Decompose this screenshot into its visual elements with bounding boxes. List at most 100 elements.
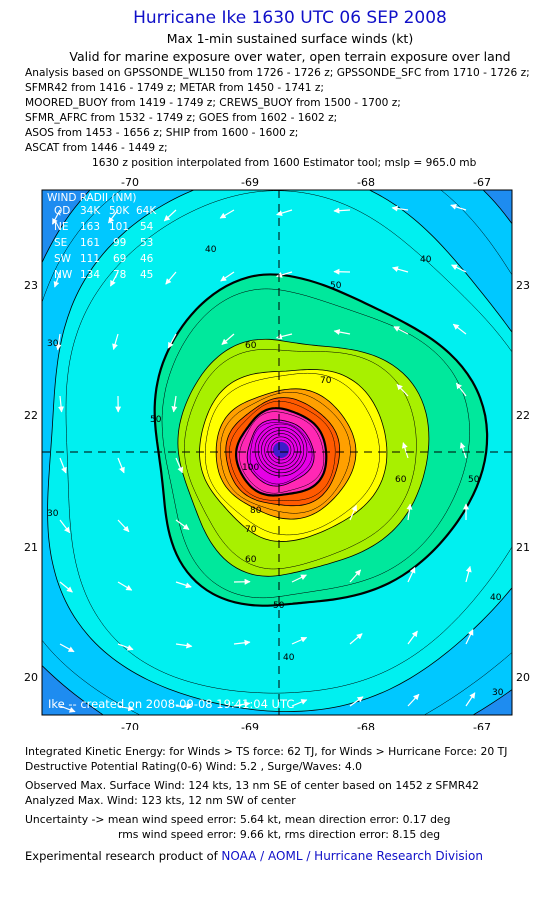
wind-arrow <box>451 264 467 273</box>
wind-arrow <box>175 457 183 474</box>
ike-summary: Integrated Kinetic Energy: for Winds > T… <box>25 745 508 758</box>
contour-label: 30 <box>492 688 504 698</box>
wind-arrow <box>175 581 192 589</box>
wind-arrow <box>175 519 190 530</box>
lat-tick-left: 20 <box>24 671 38 684</box>
radii-value: 163 <box>80 221 100 233</box>
wind-arrow <box>175 703 193 710</box>
wind-arrow <box>291 574 307 583</box>
lat-tick-right: 20 <box>516 671 530 684</box>
aoml-link[interactable]: NOAA / AOML / Hurricane Research Divisio… <box>221 849 483 863</box>
observed-max-wind: Observed Max. Surface Wind: 124 kts, 13 … <box>25 779 479 792</box>
uncertainty-rms: rms wind speed error: 9.66 kt, rms direc… <box>118 828 441 841</box>
lat-tick-right: 21 <box>516 541 530 554</box>
contour-label: 60 <box>395 475 407 485</box>
wind-arrow <box>349 696 364 707</box>
wind-arrow <box>393 326 409 335</box>
wind-arrow <box>220 271 235 282</box>
contour-label: 60 <box>245 555 257 565</box>
lon-tick-bottom: -70 <box>121 721 139 730</box>
eyewall-ring <box>257 426 305 474</box>
contour-label: 50 <box>468 475 480 485</box>
analysis-line: MOORED_BUOY from 1419 - 1749 z; CREWS_BU… <box>25 97 401 109</box>
wind-arrow <box>59 457 67 474</box>
eyewall-ring <box>254 423 308 477</box>
wind-contour-line <box>249 422 313 485</box>
eyewall-ring <box>270 439 292 461</box>
wind-arrow <box>349 633 363 645</box>
wind-contour-line <box>205 372 380 536</box>
wind-arrow <box>117 705 135 712</box>
product-credit: Experimental research product of NOAA / … <box>25 849 483 863</box>
radii-value: 54 <box>140 221 154 233</box>
radii-value: 161 <box>80 237 100 249</box>
wind-arrow <box>221 333 235 345</box>
wind-arrow <box>109 271 119 287</box>
wind-arrow <box>175 642 193 649</box>
wind-arrow <box>276 209 293 216</box>
wind-arrow <box>465 565 472 583</box>
contour-label: 30 <box>47 339 59 349</box>
product-prefix: Experimental research product of <box>25 849 222 863</box>
wind-arrow <box>112 333 119 350</box>
wind-arrow <box>333 329 351 335</box>
contour-label: 60 <box>245 341 257 351</box>
wind-arrow <box>108 209 119 224</box>
contour-label: 30 <box>47 509 59 519</box>
map-subtitle-1: Max 1-min sustained surface winds (kt) <box>166 31 414 46</box>
contour-label: 70 <box>245 525 257 535</box>
lon-tick-top: -67 <box>473 176 491 189</box>
analysis-line: Analysis based on GPSSONDE_WL150 from 17… <box>25 67 530 79</box>
wind-arrow <box>459 442 467 459</box>
wind-arrow <box>59 705 76 713</box>
eyewall-ring <box>267 436 295 464</box>
radii-value: 134 <box>80 269 100 281</box>
eyewall-ring <box>264 433 298 467</box>
lon-tick-bottom: -69 <box>241 721 259 730</box>
wind-arrow <box>291 699 308 707</box>
wind-arrows <box>51 203 476 713</box>
hurricane-eye <box>273 442 289 458</box>
wind-arrow <box>407 693 420 707</box>
wind-arrow <box>58 395 65 413</box>
wind-arrow <box>291 636 308 645</box>
wind-arrow <box>59 519 71 534</box>
wind-arrow <box>117 643 134 651</box>
wind-arrow <box>233 639 251 646</box>
lon-tick-top: -68 <box>357 176 375 189</box>
wind-arrow <box>401 442 409 459</box>
analysis-line: ASOS from 1453 - 1656 z; SHIP from 1600 … <box>25 127 299 139</box>
contour-label: 50 <box>273 601 285 611</box>
wind-contour-line <box>42 190 512 715</box>
wind-radii-table: WIND RADII (NM) QD 34K 50K 64K NE 163 10… <box>47 192 157 281</box>
radii-value: 78 <box>113 269 126 281</box>
radii-quadrant: NW <box>54 269 73 281</box>
radii-value: 101 <box>109 221 129 233</box>
lat-tick-left: 21 <box>24 541 38 554</box>
wind-arrow <box>233 701 251 708</box>
map-subtitle-2: Valid for marine exposure over water, op… <box>69 49 511 64</box>
wind-radii-title: WIND RADII (NM) <box>47 192 137 204</box>
wind-arrow <box>452 323 467 335</box>
radii-value: 69 <box>113 253 126 265</box>
contour-label: 40 <box>420 255 432 265</box>
wind-arrow <box>455 382 467 397</box>
wind-arrow <box>396 383 409 397</box>
contour-labels: 40 40 50 60 70 50 60 50 70 60 50 40 40 30 30 30 100 80 <box>47 245 504 698</box>
uncertainty-mean: Uncertainty -> mean wind speed error: 5.… <box>25 813 451 826</box>
radii-header-50k: 50K <box>109 205 130 217</box>
lon-tick-top: -69 <box>241 176 259 189</box>
wind-arrow <box>55 333 62 351</box>
wind-arrow <box>117 457 125 474</box>
wind-arrow <box>219 209 235 219</box>
wind-arrow <box>117 581 133 591</box>
lon-tick-bottom: -67 <box>473 721 491 730</box>
destructive-rating: Destructive Potential Rating(0-6) Wind: … <box>25 760 363 773</box>
lat-tick-left: 22 <box>24 409 38 422</box>
contour-label: 40 <box>283 653 295 663</box>
lon-tick-top: -70 <box>121 176 139 189</box>
lat-tick-right: 23 <box>516 279 530 292</box>
wind-arrow <box>407 630 418 645</box>
contour-label: 70 <box>320 376 332 386</box>
radii-quadrant: SE <box>54 237 67 249</box>
